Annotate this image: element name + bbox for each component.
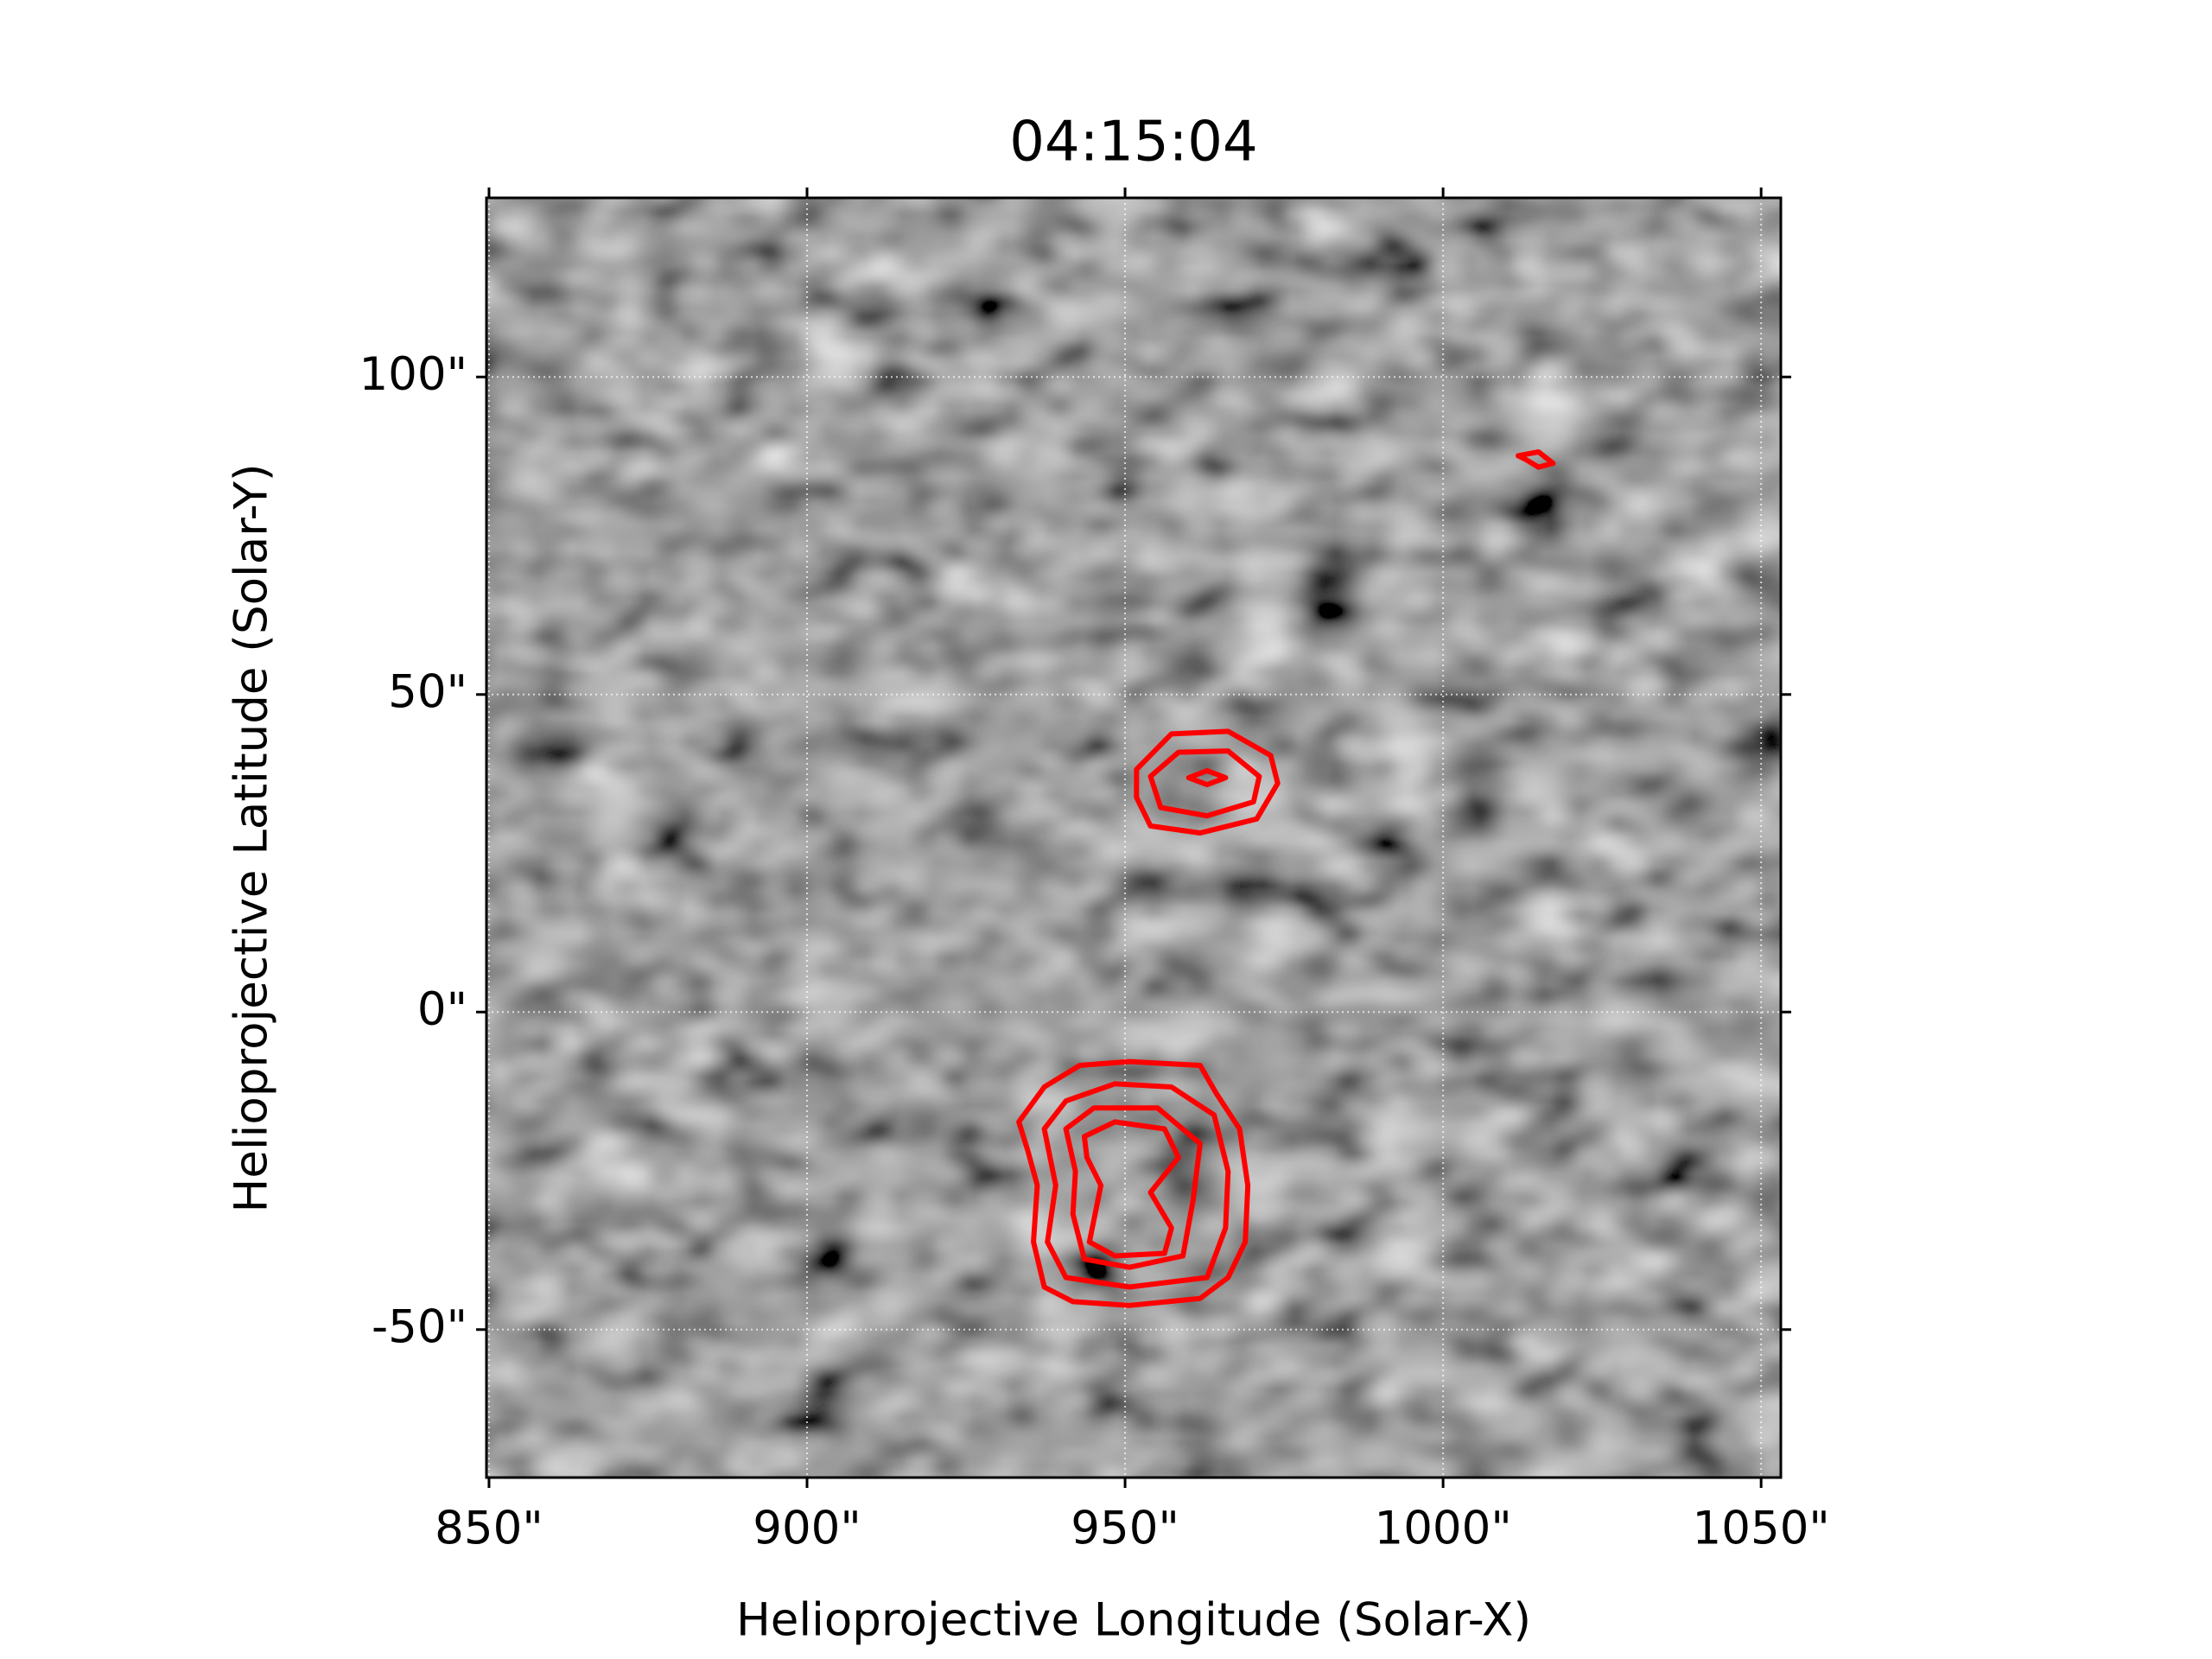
- x-tick-label: 950": [1071, 1503, 1179, 1555]
- y-tick-label: 100": [359, 348, 467, 401]
- contour-line: [1063, 1105, 1203, 1270]
- y-tick-label: 0": [417, 983, 467, 1036]
- contour-line: [1081, 1119, 1181, 1259]
- x-tick-label: 850": [435, 1503, 543, 1555]
- axes-frame: [485, 196, 1783, 1479]
- contour-line: [1041, 1081, 1231, 1290]
- contour-line: [1515, 448, 1556, 470]
- x-tick-label: 1050": [1693, 1503, 1830, 1555]
- contour-line: [1147, 748, 1262, 819]
- y-tick-label: 50": [388, 665, 467, 718]
- contour-line: [1016, 1058, 1251, 1308]
- contour-line: [1134, 728, 1281, 836]
- contour-line: [1185, 767, 1229, 788]
- x-axis-label: Helioprojective Longitude (Solar-X): [736, 1594, 1531, 1647]
- x-tick-label: 1000": [1374, 1503, 1511, 1555]
- x-tick-label: 900": [753, 1503, 861, 1555]
- y-tick-label: -50": [372, 1300, 467, 1353]
- y-axis-label: Helioprojective Latitude (Solar-Y): [226, 463, 278, 1212]
- chart-title: 04:15:04: [1009, 111, 1257, 175]
